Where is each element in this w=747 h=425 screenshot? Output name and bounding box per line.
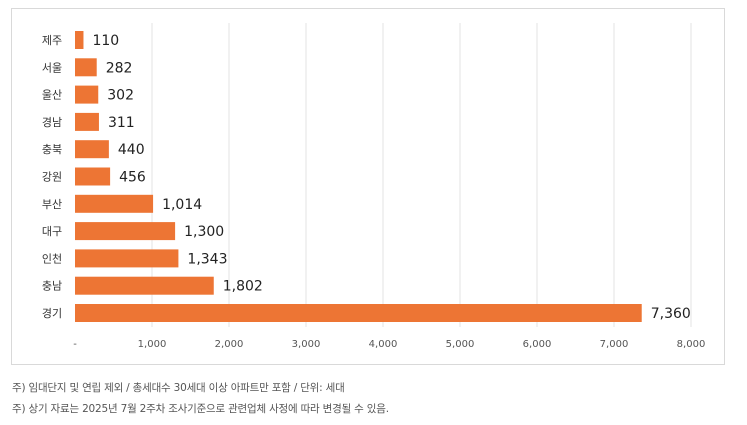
value-label-울산: 302 bbox=[107, 88, 134, 104]
footnotes: 주) 임대단지 및 연립 제외 / 총세대수 30세대 이상 아파트만 포함 /… bbox=[12, 378, 732, 420]
bar-충북 bbox=[75, 140, 109, 159]
bars bbox=[75, 31, 642, 322]
bar-제주 bbox=[75, 31, 84, 49]
value-label-경기: 7,360 bbox=[651, 306, 691, 322]
value-label-대구: 1,300 bbox=[184, 224, 224, 240]
value-label-충북: 440 bbox=[118, 142, 145, 158]
bar-충남 bbox=[75, 276, 214, 295]
category-label-충남: 충남 bbox=[42, 280, 62, 293]
value-label-인천: 1,343 bbox=[187, 251, 227, 267]
category-label-경기: 경기 bbox=[42, 307, 62, 320]
grid-lines bbox=[151, 23, 692, 327]
labels: 제주 110 서울 282 울산 302 경남 311 충북 440 강원 456 부산 1,014 대구 1… bbox=[42, 33, 691, 322]
bar-경남 bbox=[75, 112, 99, 131]
x-axis-ticks: - 1,000 2,000 3,000 4,000 5,000 6,000 7,000 8,00… bbox=[73, 339, 705, 350]
value-label-충남: 1,802 bbox=[223, 279, 263, 295]
value-label-강원: 456 bbox=[119, 170, 146, 186]
value-label-경남: 311 bbox=[108, 115, 135, 131]
chart-frame: 제주 110 서울 282 울산 302 경남 311 충북 440 강원 456 부산 1,014 대구 1… bbox=[11, 8, 725, 365]
category-label-부산: 부산 bbox=[42, 198, 62, 211]
x-tick-label-7000: 7,000 bbox=[600, 339, 629, 350]
x-tick-label-3000: 3,000 bbox=[292, 339, 321, 350]
category-label-경남: 경남 bbox=[42, 116, 62, 129]
value-label-서울: 282 bbox=[106, 60, 133, 76]
bar-울산 bbox=[75, 85, 99, 104]
footnote-disclaimer: 주) 상기 자료는 2025년 7월 2주차 조사기준으로 관련업체 사정에 따… bbox=[12, 403, 389, 415]
bar-대구 bbox=[75, 222, 176, 241]
bar-서울 bbox=[75, 58, 97, 77]
bar-인천 bbox=[75, 249, 179, 268]
x-tick-label-8000: 8,000 bbox=[677, 339, 706, 350]
category-label-대구: 대구 bbox=[42, 225, 62, 238]
bar-chart: 제주 110 서울 282 울산 302 경남 311 충북 440 강원 456 부산 1,014 대구 1… bbox=[42, 23, 705, 350]
category-label-강원: 강원 bbox=[42, 171, 62, 184]
footnote-scope: 주) 임대단지 및 연립 제외 / 총세대수 30세대 이상 아파트만 포함 /… bbox=[12, 382, 345, 394]
category-label-인천: 인천 bbox=[42, 251, 62, 265]
bar-부산 bbox=[75, 194, 154, 213]
x-tick-label-0: - bbox=[73, 339, 77, 350]
x-tick-label-6000: 6,000 bbox=[523, 339, 552, 350]
category-label-서울: 서울 bbox=[42, 61, 62, 74]
category-label-충북: 충북 bbox=[42, 143, 62, 156]
x-tick-label-1000: 1,000 bbox=[138, 339, 167, 350]
value-label-부산: 1,014 bbox=[162, 197, 202, 213]
bar-경기 bbox=[75, 304, 642, 322]
x-tick-label-5000: 5,000 bbox=[446, 339, 475, 350]
category-label-제주: 제주 bbox=[42, 34, 62, 47]
x-tick-label-4000: 4,000 bbox=[369, 339, 398, 350]
category-label-울산: 울산 bbox=[42, 89, 62, 102]
x-tick-label-2000: 2,000 bbox=[215, 339, 244, 350]
value-label-제주: 110 bbox=[92, 33, 119, 49]
bar-강원 bbox=[75, 167, 111, 186]
